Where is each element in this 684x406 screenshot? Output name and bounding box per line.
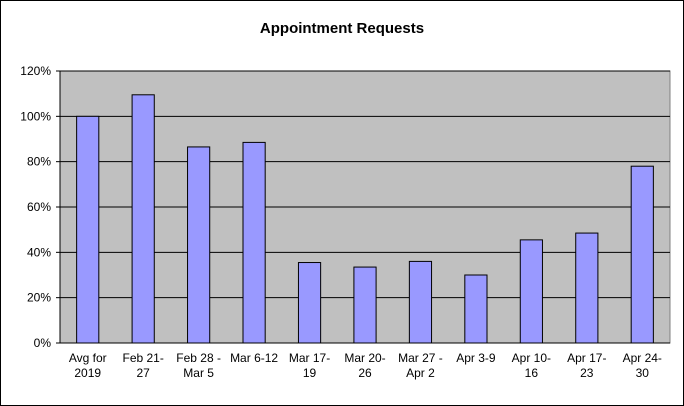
y-tick-label: 80% xyxy=(27,155,51,169)
x-tick-label: Feb 28 -Mar 5 xyxy=(176,351,221,380)
y-tick-label: 20% xyxy=(27,291,51,305)
bar xyxy=(408,260,433,344)
bar xyxy=(353,266,377,344)
y-tick-label: 60% xyxy=(27,200,51,214)
bar xyxy=(131,94,155,344)
bar xyxy=(464,274,488,344)
bar xyxy=(297,262,322,344)
y-tick-label: 100% xyxy=(20,109,51,123)
bar xyxy=(76,115,100,344)
bar xyxy=(519,239,543,344)
x-tick-label: Apr 3-9 xyxy=(456,351,496,365)
bar xyxy=(242,141,266,344)
y-tick-label: 0% xyxy=(34,336,52,350)
x-tick-label: Apr 17-23 xyxy=(567,351,606,380)
bar xyxy=(630,165,654,344)
x-tick-label: Apr 24-30 xyxy=(623,351,662,380)
x-tick-label: Mar 27 -Apr 2 xyxy=(398,351,443,380)
chart-title: Appointment Requests xyxy=(260,20,424,37)
x-tick-label: Mar 20-26 xyxy=(344,351,385,380)
x-tick-label: Feb 21-27 xyxy=(123,351,164,380)
x-tick-label: Apr 10-16 xyxy=(512,351,551,380)
x-tick-label: Mar 17-19 xyxy=(289,351,330,380)
bar xyxy=(575,232,599,344)
x-tick-label: Mar 6-12 xyxy=(230,351,278,365)
y-tick-label: 120% xyxy=(20,64,51,78)
y-tick-label: 40% xyxy=(27,245,51,259)
x-tick-label: Avg for 2019 xyxy=(69,351,107,380)
bar xyxy=(187,146,211,344)
